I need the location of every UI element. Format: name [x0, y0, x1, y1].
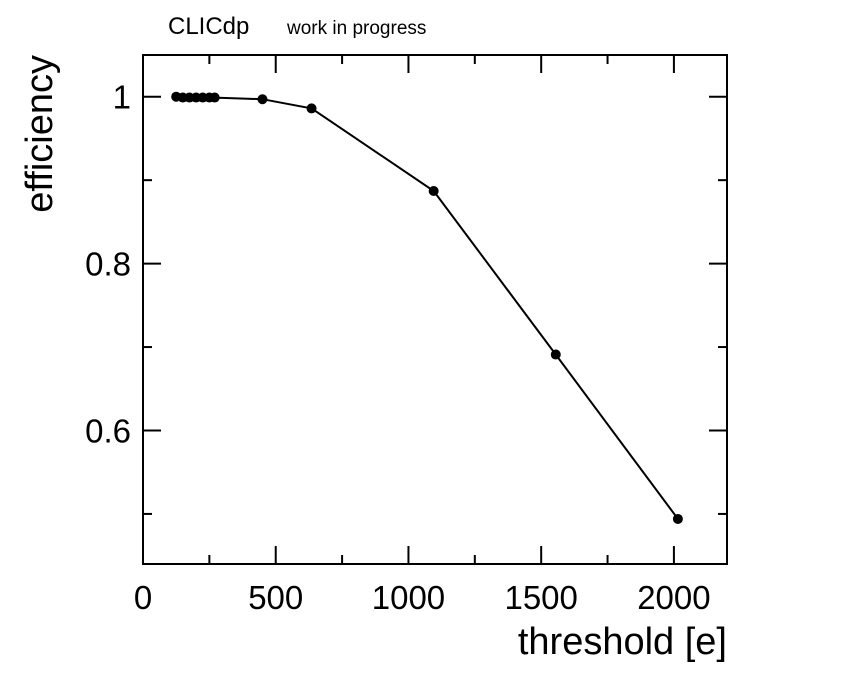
data-point [209, 92, 220, 103]
x-tick-label: 0 [134, 579, 152, 616]
data-point [550, 349, 561, 360]
y-axis-label: efficiency [19, 55, 61, 213]
data-point [672, 513, 683, 524]
data-point [257, 94, 268, 105]
axis-ticks [142, 55, 727, 564]
data-series [171, 91, 683, 524]
y-tick-label: 0.8 [85, 246, 131, 283]
data-point [306, 103, 317, 114]
title-group: CLICdp work in progress [168, 13, 426, 40]
data-point [428, 186, 439, 197]
tick-labels: 0 500 1000 1500 2000 0.6 0.8 1 [85, 79, 710, 616]
x-axis-label: threshold [e] [518, 621, 727, 663]
y-tick-label: 0.6 [85, 412, 131, 449]
plot-frame [142, 54, 728, 565]
x-tick-label: 1500 [504, 579, 577, 616]
x-tick-label: 2000 [637, 579, 710, 616]
x-tick-label: 1000 [372, 579, 445, 616]
series-line [176, 95, 679, 520]
y-tick-label: 1 [113, 79, 131, 116]
chart-title: CLICdp [168, 13, 249, 40]
chart-subtitle: work in progress [286, 18, 426, 39]
x-tick-label: 500 [248, 579, 303, 616]
